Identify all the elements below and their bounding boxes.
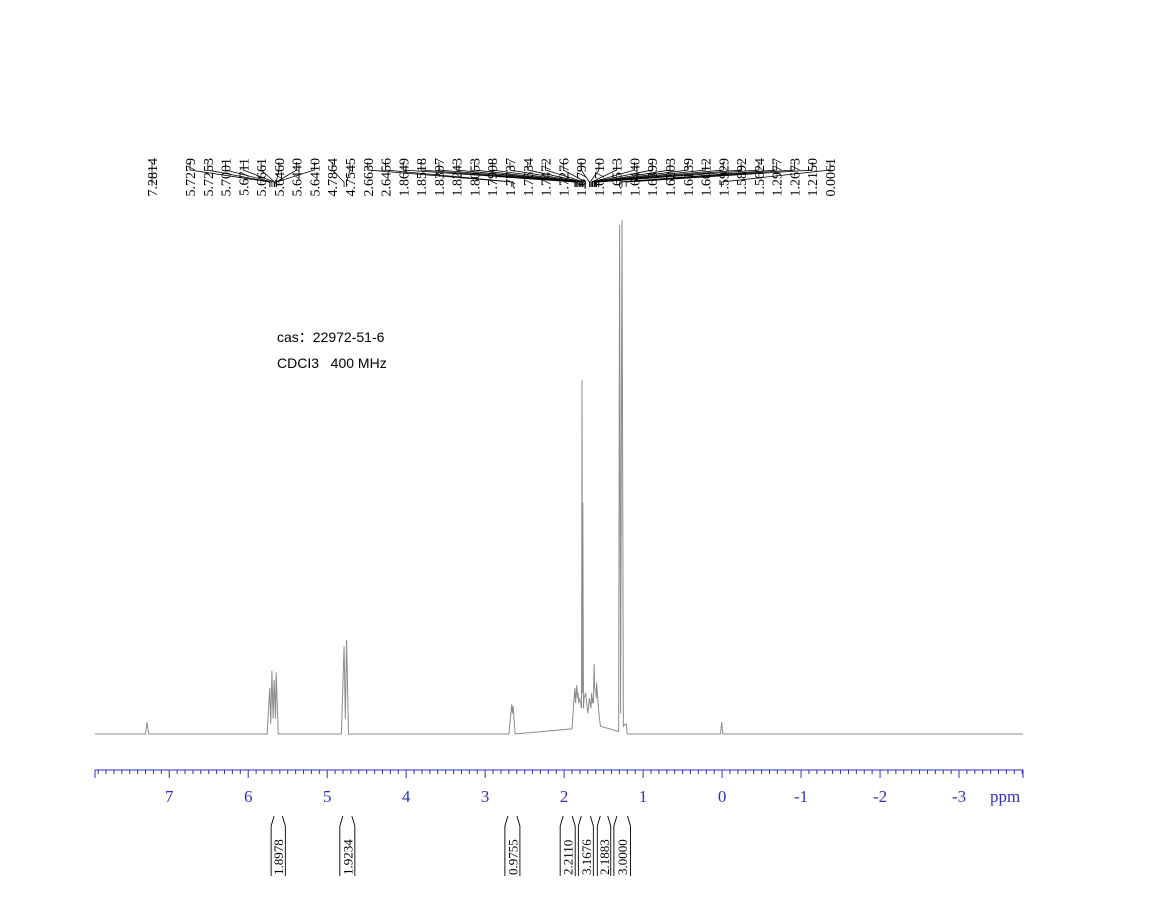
peak-label: 1.6012 (700, 158, 715, 197)
peak-label: 5.7001 (220, 158, 235, 197)
peak-connector (592, 162, 653, 187)
peak-label: 1.5929 (717, 158, 732, 197)
peak-connector (260, 162, 275, 187)
integral-label: 3.0000 (615, 839, 630, 875)
peak-label: 1.2977 (771, 158, 786, 197)
peak-label: 1.7276 (557, 158, 572, 197)
peak-connector (331, 162, 345, 187)
peak-label: 5.6410 (308, 158, 323, 197)
peak-label: 1.6790 (575, 158, 590, 197)
peak-label: 1.5624 (753, 158, 768, 197)
peak-label: 1.8649 (397, 158, 412, 197)
x-tick-label: -1 (794, 787, 808, 806)
peak-connector (276, 162, 315, 187)
integral-label: 2.1883 (597, 839, 612, 875)
integral-label: 2.2110 (561, 840, 576, 875)
peak-connector (420, 162, 577, 187)
x-axis-label: ppm (990, 787, 1020, 806)
peak-label: 2.6456 (380, 158, 395, 197)
peak-connector (721, 162, 831, 187)
peak-label: 5.6460 (273, 158, 288, 197)
x-tick-label: 1 (639, 787, 648, 806)
peak-connector (621, 162, 795, 187)
peak-connector (595, 162, 706, 187)
peak-label: 1.8243 (451, 158, 466, 197)
peak-label: 1.6203 (664, 158, 679, 197)
integral-bracket (596, 815, 612, 876)
integral-bracket (339, 815, 356, 876)
peak-label: 1.7472 (540, 158, 555, 197)
peak-connector (625, 162, 813, 187)
peak-label: 7.2814 (146, 158, 161, 197)
peak-label: 1.8053 (468, 158, 483, 197)
peak-connector (207, 162, 271, 187)
integral-bracket (577, 815, 594, 876)
peak-connector (589, 162, 600, 187)
x-tick-label: 7 (165, 787, 174, 806)
peak-connector (346, 162, 351, 187)
x-tick-label: -2 (873, 787, 887, 806)
peak-connector (619, 162, 778, 187)
peak-label: 1.2150 (806, 158, 821, 197)
integral-label: 3.1676 (579, 839, 594, 875)
spectrum-line (95, 219, 1023, 735)
integral-bracket (504, 815, 521, 876)
peak-connector (367, 162, 513, 187)
peak-label: 1.7634 (522, 158, 537, 197)
integral-label: 0.9755 (505, 839, 520, 875)
peak-connector (591, 162, 618, 187)
peak-connector (562, 162, 587, 187)
integral-label: 1.9234 (340, 839, 355, 875)
x-tick-label: -3 (952, 787, 966, 806)
peak-label: 5.6661 (255, 158, 270, 197)
peak-label: 1.5892 (735, 158, 750, 197)
peak-connector (594, 162, 689, 187)
integral-bracket (613, 815, 631, 876)
integral-bracket (270, 815, 286, 876)
x-tick-label: 3 (481, 787, 490, 806)
peak-connector (225, 162, 273, 187)
peak-label: 1.7908 (486, 158, 501, 197)
peak-label: 1.6710 (593, 158, 608, 197)
peak-connector (402, 162, 576, 187)
peak-connector (545, 162, 585, 187)
x-tick-label: 6 (244, 787, 253, 806)
peak-label: 1.8397 (433, 158, 448, 197)
peak-connector (593, 162, 671, 187)
peak-connector (509, 162, 583, 187)
annotation: CDCI3 400 MHz (277, 355, 387, 371)
peak-label: 4.7864 (326, 158, 341, 197)
peak-label: 0.0061 (824, 158, 839, 197)
peak-connector (491, 162, 582, 187)
annotation: cas：22972-51-6 (277, 329, 385, 345)
peak-label: 5.7253 (202, 158, 217, 197)
integral-bracket (559, 815, 576, 876)
peak-connector (385, 162, 514, 187)
peak-connector (580, 162, 590, 187)
peak-connector (527, 162, 584, 187)
peak-label: 5.7279 (184, 158, 199, 197)
integral-label: 1.8978 (271, 839, 286, 875)
x-tick-label: 2 (560, 787, 569, 806)
peak-label: 1.8518 (415, 158, 430, 197)
peak-label: 1.2673 (788, 158, 803, 197)
x-tick-label: 0 (718, 787, 727, 806)
x-tick-label: 5 (323, 787, 332, 806)
x-tick-label: 4 (402, 787, 411, 806)
peak-label: 2.6630 (362, 158, 377, 197)
peak-label: 5.6711 (237, 158, 252, 196)
peak-connector (598, 162, 760, 187)
peak-label: 5.6440 (291, 158, 306, 197)
peak-label: 4.7545 (344, 158, 359, 197)
peak-label: 1.7737 (504, 158, 519, 197)
peak-connector (474, 162, 580, 187)
peak-connector (438, 162, 578, 187)
peak-connector (456, 162, 579, 187)
peak-connector (596, 162, 742, 187)
